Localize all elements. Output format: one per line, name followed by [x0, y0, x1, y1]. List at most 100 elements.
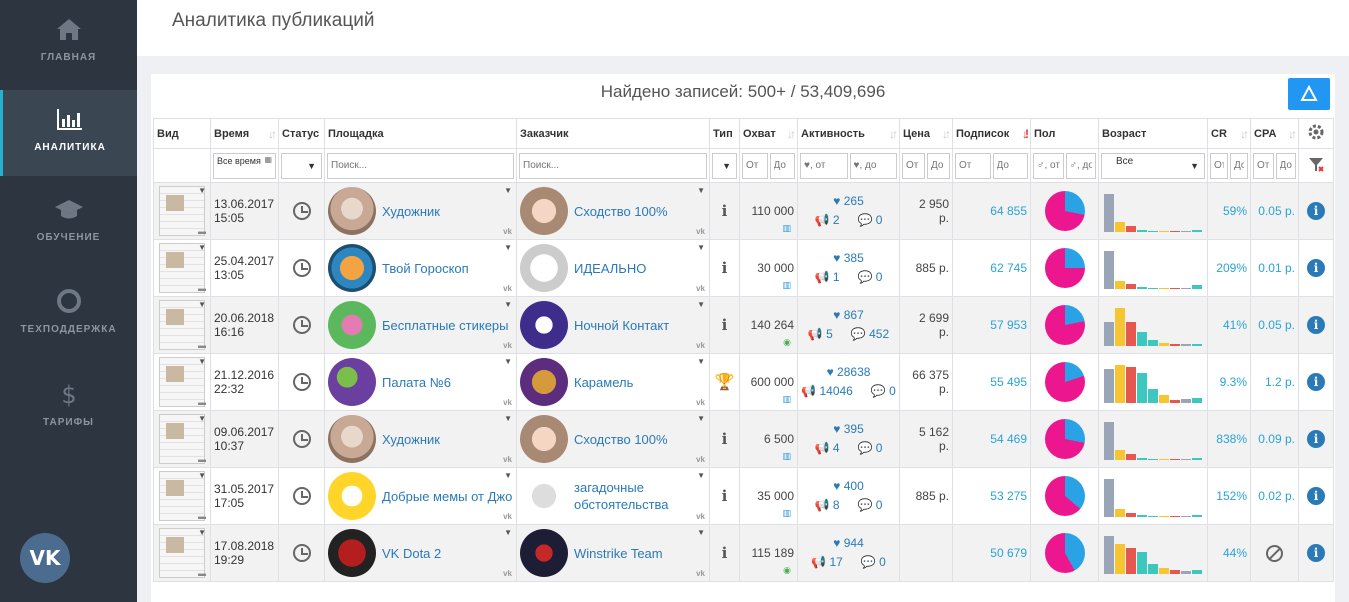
table-row[interactable]: ▼ ▬ 25.04.2017 13:05 Твой Гороскоп ▼ vk ИДЕА…: [153, 239, 1334, 297]
likes-to-input[interactable]: [849, 152, 897, 179]
platform-link[interactable]: Твой Гороскоп: [382, 260, 469, 276]
nav-item-education[interactable]: ОБУЧЕНИЕ: [0, 180, 137, 266]
customer-link[interactable]: Сходство 100%: [574, 431, 668, 447]
filter-icon[interactable]: ▼: [697, 186, 705, 195]
platform-link[interactable]: Палата №6: [382, 374, 451, 390]
customer-avatar[interactable]: [520, 358, 568, 406]
gender-cell[interactable]: [1030, 182, 1099, 240]
subs-from-input[interactable]: [955, 152, 991, 179]
platform-avatar[interactable]: [328, 529, 376, 577]
cr-to-input[interactable]: [1230, 152, 1248, 179]
customer-link[interactable]: загадочные обстоятельства: [574, 480, 669, 512]
vk-icon[interactable]: vk: [503, 284, 512, 293]
nav-item-tariffs[interactable]: $ ТАРИФЫ: [0, 365, 137, 451]
gender-pie[interactable]: [1044, 248, 1085, 288]
nav-item-home[interactable]: ГЛАВНАЯ: [0, 0, 137, 86]
age-cell[interactable]: [1098, 296, 1208, 354]
sort-icon[interactable]: ↓↑: [889, 127, 898, 141]
sort-icon[interactable]: ↓↑: [942, 127, 951, 141]
gender-pie[interactable]: [1044, 191, 1085, 231]
filter-icon[interactable]: ▼: [697, 471, 705, 480]
platform-avatar[interactable]: [328, 301, 376, 349]
gender-from-input[interactable]: [1033, 152, 1064, 179]
vk-icon[interactable]: vk: [696, 284, 705, 293]
post-preview[interactable]: [159, 186, 205, 236]
age-cell[interactable]: [1098, 467, 1208, 525]
vk-icon[interactable]: vk: [503, 512, 512, 521]
customer-avatar[interactable]: [520, 301, 568, 349]
platform-avatar[interactable]: [328, 244, 376, 292]
col-cr[interactable]: CR ↓↑: [1207, 118, 1251, 149]
price-from-input[interactable]: [902, 152, 925, 179]
vk-icon[interactable]: vk: [696, 512, 705, 521]
gender-pie[interactable]: [1044, 476, 1085, 516]
age-histogram[interactable]: [1102, 475, 1204, 517]
vk-button[interactable]: VK: [20, 533, 70, 583]
preview-cell[interactable]: ▼ ▬: [153, 524, 211, 582]
gender-pie[interactable]: [1044, 362, 1085, 402]
platform-link[interactable]: Добрые мемы от Джо: [382, 488, 513, 504]
preview-cell[interactable]: ▼ ▬: [153, 410, 211, 468]
gender-cell[interactable]: [1030, 353, 1099, 411]
age-cell[interactable]: [1098, 353, 1208, 411]
info-icon[interactable]: i: [1307, 430, 1325, 448]
age-histogram[interactable]: [1102, 304, 1204, 346]
vk-icon[interactable]: vk: [503, 398, 512, 407]
platform-avatar[interactable]: [328, 187, 376, 235]
vk-icon[interactable]: vk: [503, 227, 512, 236]
customer-link[interactable]: Карамель: [574, 374, 634, 390]
gender-cell[interactable]: [1030, 410, 1099, 468]
filter-icon[interactable]: ▼: [504, 300, 512, 309]
post-preview[interactable]: [159, 300, 205, 350]
table-row[interactable]: ▼ ▬ 21.12.2016 22:32 Палата №6 ▼ vk Карамель…: [153, 353, 1334, 411]
age-cell[interactable]: [1098, 239, 1208, 297]
gender-pie[interactable]: [1044, 419, 1085, 459]
platform-link[interactable]: Художник: [382, 203, 440, 219]
sort-icon[interactable]: ↓↑: [268, 127, 277, 141]
info-icon[interactable]: i: [1307, 259, 1325, 277]
status-select[interactable]: [281, 152, 322, 179]
vk-icon[interactable]: vk: [696, 455, 705, 464]
age-histogram[interactable]: [1102, 418, 1204, 460]
customer-link[interactable]: Сходство 100%: [574, 203, 668, 219]
filter-icon[interactable]: ▼: [198, 471, 206, 480]
platform-avatar[interactable]: [328, 415, 376, 463]
vk-icon[interactable]: vk: [696, 398, 705, 407]
age-histogram[interactable]: [1102, 361, 1204, 403]
col-settings[interactable]: [1298, 118, 1334, 149]
table-row[interactable]: ▼ ▬ 09.06.2017 10:37 Художник ▼ vk Сходство …: [153, 410, 1334, 468]
customer-search-input[interactable]: [519, 152, 707, 179]
customer-avatar[interactable]: [520, 529, 568, 577]
filter-icon[interactable]: ▼: [198, 414, 206, 423]
gear-icon[interactable]: [1307, 123, 1325, 141]
gender-pie[interactable]: [1044, 305, 1085, 345]
preview-cell[interactable]: ▼ ▬: [153, 182, 211, 240]
filter-icon[interactable]: ▼: [504, 186, 512, 195]
col-subs[interactable]: Подписок ↓!: [952, 118, 1031, 149]
post-preview[interactable]: [159, 414, 205, 464]
col-cpa[interactable]: CPA ↓↑: [1250, 118, 1299, 149]
post-preview[interactable]: [159, 243, 205, 293]
vk-icon[interactable]: vk: [696, 227, 705, 236]
post-preview[interactable]: [159, 357, 205, 407]
platform-search-input[interactable]: [327, 152, 514, 179]
gender-cell[interactable]: [1030, 524, 1099, 582]
filter-icon[interactable]: ▼: [198, 186, 206, 195]
customer-avatar[interactable]: [520, 244, 568, 292]
filter-icon[interactable]: ▼: [697, 243, 705, 252]
post-preview[interactable]: [159, 528, 205, 578]
vk-icon[interactable]: vk: [503, 569, 512, 578]
customer-link[interactable]: Winstrike Team: [574, 545, 663, 561]
customer-avatar[interactable]: [520, 472, 568, 520]
vk-icon[interactable]: vk: [503, 455, 512, 464]
filter-reset[interactable]: [1298, 148, 1334, 183]
sort-icon[interactable]: ↓↑: [787, 127, 796, 141]
filter-icon[interactable]: ▼: [697, 300, 705, 309]
table-row[interactable]: ▼ ▬ 20.06.2018 16:16 Бесплатные стикеры ▼ vk…: [153, 296, 1334, 354]
age-cell[interactable]: [1098, 410, 1208, 468]
likes-from-input[interactable]: [800, 152, 848, 179]
preview-cell[interactable]: ▼ ▬: [153, 296, 211, 354]
filter-icon[interactable]: ▼: [504, 414, 512, 423]
info-icon[interactable]: i: [1307, 316, 1325, 334]
sort-desc-icon[interactable]: ↓!: [1022, 127, 1029, 141]
